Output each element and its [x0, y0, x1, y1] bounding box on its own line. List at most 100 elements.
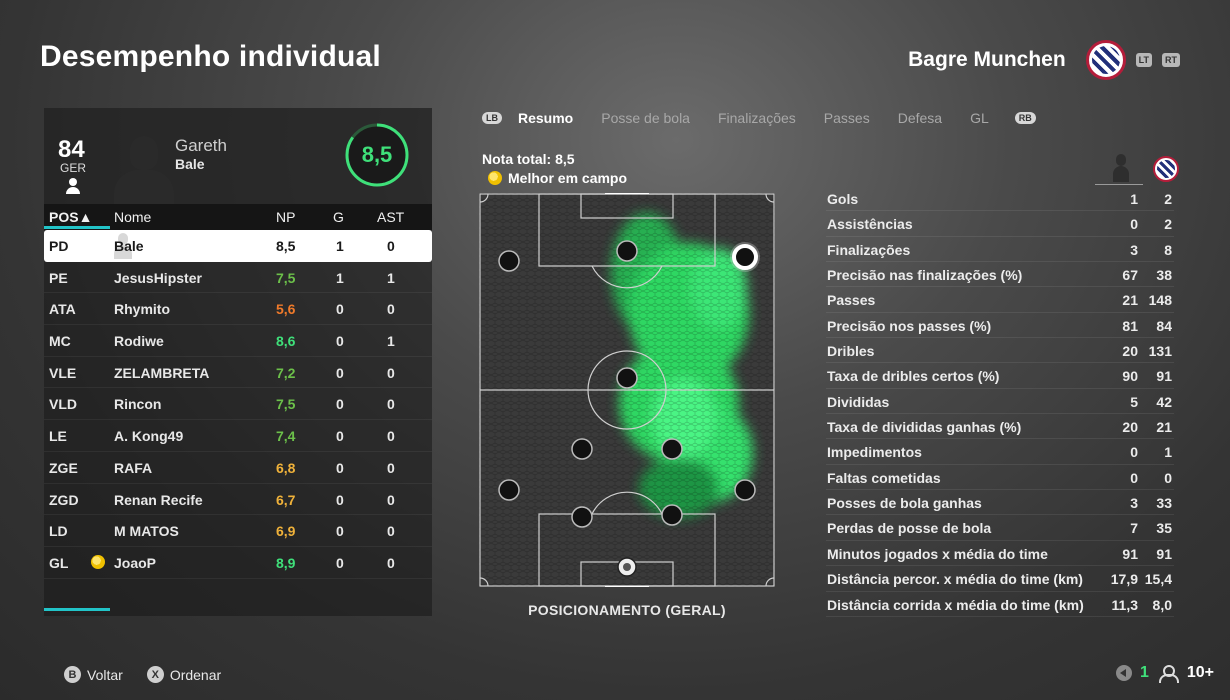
row-g: 0: [336, 333, 344, 350]
stat-row: Finalizações 3 8: [826, 237, 1174, 263]
stats-table: Gols 1 2 Assistências 0 2 Finalizações 3 8 Pre…: [826, 186, 1174, 617]
footer-hints: B Voltar X Ordenar: [64, 666, 245, 683]
row-g: 1: [336, 238, 344, 254]
table-row[interactable]: MC Rodiwe 8,6 0 1: [44, 325, 432, 357]
tab-posse-de-bola[interactable]: Posse de bola: [601, 110, 690, 126]
stat-row: Divididas 5 42: [826, 389, 1174, 415]
stat-team-value: 84: [1156, 317, 1172, 334]
online-count: 1: [1139, 664, 1149, 681]
row-pos: VLE: [49, 364, 77, 381]
back-button[interactable]: B Voltar: [64, 666, 123, 683]
table-row[interactable]: PD Bale 8,5 1 0: [44, 230, 432, 262]
lb-bumper-icon[interactable]: LB: [482, 112, 502, 124]
row-name: Bale: [114, 238, 144, 254]
nota-total: Nota total: 8,5: [482, 151, 575, 167]
np-header[interactable]: NP: [276, 209, 296, 225]
stat-team-value: 2: [1164, 191, 1172, 207]
stat-team-value: 33: [1156, 495, 1172, 512]
table-row[interactable]: LD M MATOS 6,9 0 0: [44, 515, 432, 547]
row-np: 7,5: [276, 396, 296, 413]
sort-by-pos-header[interactable]: POS▲: [49, 209, 93, 225]
player-overall: 84: [58, 136, 85, 163]
tab-defesa[interactable]: Defesa: [897, 110, 943, 126]
stat-player-value: 20: [1122, 343, 1138, 360]
row-np: 6,9: [276, 523, 296, 540]
player-first-name: Gareth: [175, 136, 227, 155]
stat-row: Precisão nas finalizações (%) 67 38: [826, 262, 1174, 288]
stat-team-value: 2: [1164, 216, 1172, 233]
list-scroll-indicator[interactable]: [44, 608, 110, 611]
player-last-name: Bale: [175, 156, 205, 172]
tab-gl[interactable]: GL: [970, 110, 989, 126]
stat-label: Passes: [827, 292, 876, 309]
stat-team-value: 38: [1156, 267, 1172, 284]
stat-row: Taxa de dribles certos (%) 90 91: [826, 363, 1174, 389]
voice-chat-icon: [1115, 665, 1132, 681]
table-row[interactable]: PE JesusHipster 7,5 1 1: [44, 262, 432, 294]
stat-label: Minutos jogados x média do time: [827, 545, 1048, 562]
b-button-icon: B: [64, 666, 81, 683]
stat-team-value: 131: [1148, 343, 1172, 360]
row-g: 0: [336, 364, 344, 381]
motm-label-row: Melhor em campo: [488, 170, 627, 186]
tab-passes[interactable]: Passes: [823, 110, 870, 126]
row-g: 0: [336, 491, 344, 508]
sort-button[interactable]: X Ordenar: [146, 666, 222, 683]
stat-label: Taxa de dribles certos (%): [827, 368, 1000, 385]
row-ast: 1: [387, 269, 395, 286]
table-row[interactable]: VLD Rincon 7,5 0 0: [44, 388, 432, 421]
lt-trigger-icon[interactable]: LT: [1135, 53, 1152, 67]
row-name: M MATOS: [114, 523, 179, 540]
tab-resumo[interactable]: Resumo: [518, 110, 574, 126]
name-header[interactable]: Nome: [114, 209, 152, 225]
row-name: Renan Recife: [114, 491, 203, 508]
player-list-panel: 84 GER Gareth Bale 8,5 POS▲ Nome NP G AS…: [44, 108, 432, 616]
stat-label: Gols: [827, 191, 859, 207]
stat-player-value: 0: [1130, 216, 1138, 233]
row-pos: LD: [49, 523, 68, 540]
table-row[interactable]: VLE ZELAMBRETA 7,2 0 0: [44, 357, 432, 389]
stat-label: Precisão nos passes (%): [827, 317, 992, 334]
row-pos: PE: [49, 269, 68, 286]
stat-label: Posses de bola ganhas: [827, 495, 982, 512]
team-name: Bagre Munchen: [908, 48, 1066, 71]
player-silhouette-icon: [114, 233, 132, 259]
motm-ball-icon: [488, 171, 502, 185]
stat-team-value: 91: [1156, 368, 1172, 385]
row-g: 0: [336, 523, 344, 540]
stat-row: Precisão nos passes (%) 81 84: [826, 313, 1174, 339]
pitch-caption: POSICIONAMENTO (GERAL): [528, 602, 726, 618]
stat-label: Dribles: [827, 343, 875, 360]
row-ast: 0: [387, 396, 395, 413]
ast-header[interactable]: AST: [377, 209, 405, 225]
stat-team-value: 35: [1156, 520, 1172, 537]
rb-bumper-icon[interactable]: RB: [1014, 112, 1036, 124]
stat-row: Dribles 20 131: [826, 338, 1174, 364]
player-rows: PD Bale 8,5 1 0 PE JesusHipster 7,5 1 1 …: [44, 230, 432, 579]
table-row[interactable]: LE A. Kong49 7,4 0 0: [44, 420, 432, 452]
row-g: 0: [336, 301, 344, 318]
row-ast: 0: [387, 554, 395, 571]
stat-row: Assistências 0 2: [826, 211, 1174, 237]
row-np: 8,6: [276, 333, 296, 350]
g-header[interactable]: G: [333, 209, 344, 225]
table-row[interactable]: ZGD Renan Recife 6,7 0 0: [44, 484, 432, 516]
stat-label: Perdas de posse de bola: [827, 520, 992, 537]
online-status: 1 10+: [1115, 664, 1214, 683]
table-row[interactable]: ATA Rhymito 5,6 0 0: [44, 293, 432, 326]
sort-label: Ordenar: [169, 666, 222, 683]
stat-label: Precisão nas finalizações (%): [827, 267, 1023, 284]
table-row[interactable]: ZGE RAFA 6,8 0 0: [44, 452, 432, 484]
tab-finalizacoes[interactable]: Finalizações: [717, 110, 796, 126]
table-header: POS▲ Nome NP G AST: [44, 204, 432, 230]
table-row[interactable]: GL JoaoP 8,9 0 0: [44, 547, 432, 579]
stat-player-value: 7: [1130, 520, 1138, 537]
row-pos: ATA: [49, 301, 76, 318]
stat-player-value: 1: [1130, 191, 1138, 207]
stat-team-value: 21: [1156, 419, 1172, 436]
row-ast: 0: [387, 238, 395, 254]
stat-player-value: 3: [1130, 495, 1138, 512]
row-np: 6,7: [276, 491, 296, 508]
player-rating: 8,5: [361, 142, 393, 167]
rt-trigger-icon[interactable]: RT: [1162, 53, 1180, 67]
